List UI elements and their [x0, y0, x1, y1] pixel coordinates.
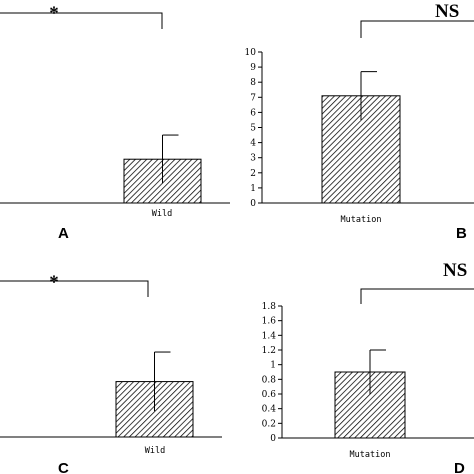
panel-d-bars [334, 349, 406, 439]
panel-b-y-tick-label: 6 [250, 108, 256, 118]
panel-b-ticks: 0 1 2 3 4 5 6 7 8 9 10 [245, 48, 262, 209]
panel-d-y-tick-label: 0.4 [262, 405, 277, 415]
panel-a-significance-mark: * [49, 3, 59, 24]
panel-d-y-tick-label: 1.8 [262, 302, 277, 312]
panel-d-category-label: Mutation [350, 450, 391, 460]
panel-d-y-tick-label: 1.6 [262, 317, 277, 327]
panel-c-significance-mark: * [49, 272, 59, 293]
panel-d-letter: D [454, 460, 465, 474]
panel-c-letter: C [58, 460, 69, 474]
panel-d-significance-bracket [360, 288, 474, 304]
panel-c: Wild * C [0, 272, 222, 474]
panel-b-letter: B [456, 225, 467, 242]
panel-c-category-label: Wild [145, 446, 165, 456]
panel-b-significance-mark: NS [435, 1, 459, 22]
panel-d-y-tick-label: 0.2 [262, 419, 276, 429]
panel-c-significance-bracket [0, 280, 149, 297]
panel-a-significance-bracket [0, 12, 163, 29]
panel-b-y-tick-label: 7 [250, 93, 256, 103]
panel-b-category-label: Mutation [341, 215, 382, 225]
panel-a-category-label: Wild [152, 209, 172, 219]
panel-d-y-tick-label: 1 [270, 361, 276, 371]
panel-d-y-tick-label: 0 [270, 434, 276, 444]
panel-b-y-tick-label: 9 [250, 63, 256, 73]
panel-b: 0 1 2 3 4 5 6 7 8 9 10 Mutation NS B [245, 1, 474, 242]
panel-b-bars [321, 71, 401, 204]
panel-d: 0 0.2 0.4 0.6 0.8 1 1.2 1.4 1.6 1.8 Mutation NS D [262, 260, 474, 474]
panel-b-y-tick-label: 3 [250, 154, 256, 164]
panel-d-y-tick-label: 1.2 [262, 346, 276, 356]
panel-b-y-tick-label: 4 [250, 139, 256, 149]
panel-b-y-tick-label: 10 [245, 48, 257, 58]
panel-a-bars [123, 134, 202, 204]
panel-a-letter: A [58, 225, 69, 242]
panel-b-y-tick-label: 8 [250, 78, 256, 88]
panel-d-y-tick-label: 1.4 [262, 331, 277, 341]
panel-d-y-tick-label: 0.6 [262, 390, 277, 400]
panel-d-significance-mark: NS [443, 260, 467, 281]
panel-b-y-tick-label: 5 [250, 124, 256, 134]
panel-b-y-tick-label: 0 [250, 199, 256, 209]
panel-b-y-tick-label: 1 [250, 184, 256, 194]
panel-d-y-tick-label: 0.8 [262, 375, 277, 385]
panel-c-bars [115, 351, 194, 438]
panel-b-significance-bracket [360, 20, 474, 38]
panel-d-ticks: 0 0.2 0.4 0.6 0.8 1 1.2 1.4 1.6 1.8 [262, 302, 282, 444]
panel-a: Wild * A [0, 3, 230, 242]
panel-b-y-tick-label: 2 [250, 169, 256, 179]
